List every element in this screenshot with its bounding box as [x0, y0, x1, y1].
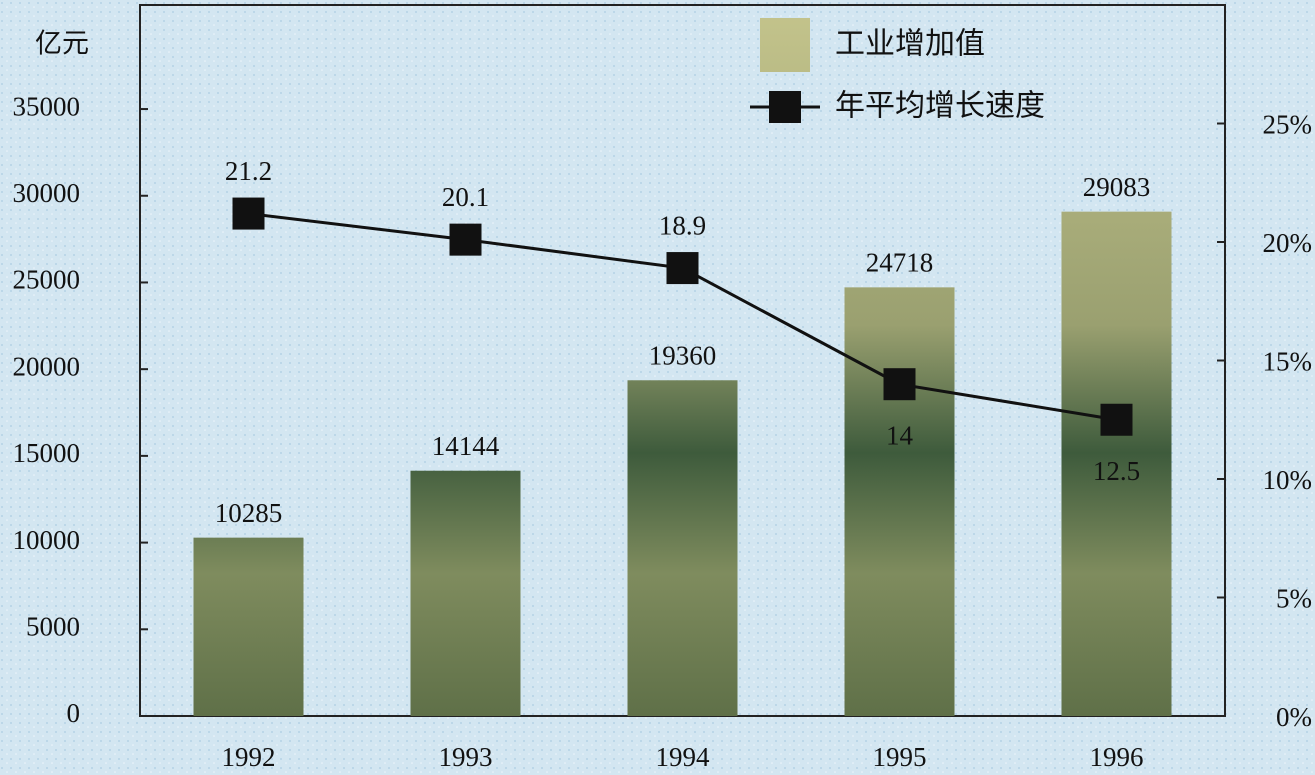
bar — [844, 287, 955, 716]
line-marker — [1100, 403, 1133, 436]
y-tick-label: 15000 — [13, 438, 81, 468]
legend-marker — [769, 91, 801, 123]
y2-tick-label: 5% — [1276, 584, 1312, 614]
bar — [410, 470, 521, 716]
legend-label: 工业增加值 — [835, 27, 985, 62]
x-tick-label: 1995 — [873, 742, 927, 772]
line-marker — [449, 223, 482, 256]
y-tick-label: 10000 — [13, 525, 81, 555]
line-value-label: 12.5 — [1093, 456, 1140, 486]
y2-tick-label: 15% — [1263, 347, 1313, 377]
line-value-label: 21.2 — [225, 156, 272, 186]
bar-value-label: 29083 — [1083, 172, 1151, 202]
line-marker — [666, 252, 699, 285]
x-tick-label: 1994 — [656, 742, 711, 772]
legend-swatch — [760, 18, 810, 72]
bar-value-label: 10285 — [215, 498, 283, 528]
y2-tick-label: 20% — [1263, 228, 1313, 258]
y-tick-label: 30000 — [13, 178, 81, 208]
y-tick-label: 20000 — [13, 351, 81, 381]
line-value-label: 20.1 — [442, 182, 489, 212]
bar — [1061, 211, 1172, 717]
line-value-label: 18.9 — [659, 210, 706, 240]
bar-value-label: 14144 — [432, 431, 500, 461]
y2-tick-label: 10% — [1263, 465, 1313, 495]
line-marker — [883, 368, 916, 401]
x-tick-label: 1993 — [439, 742, 493, 772]
y2-tick-label: 25% — [1263, 110, 1313, 140]
line-value-label: 14 — [886, 420, 914, 450]
y2-tick-label: 0% — [1276, 702, 1312, 732]
y-axis-label: 亿元 — [35, 29, 89, 60]
legend-label: 年平均增长速度 — [835, 89, 1045, 124]
bar-value-label: 24718 — [866, 248, 934, 278]
bar — [627, 380, 738, 716]
line-marker — [232, 197, 265, 230]
bar-value-label: 19360 — [649, 340, 717, 370]
x-tick-label: 1992 — [222, 742, 276, 772]
y-tick-label: 25000 — [13, 265, 81, 295]
x-tick-label: 1996 — [1090, 742, 1144, 772]
y-tick-label: 35000 — [13, 91, 81, 121]
bar — [193, 537, 304, 716]
y-tick-label: 5000 — [26, 611, 80, 641]
y-tick-label: 0 — [67, 698, 81, 728]
